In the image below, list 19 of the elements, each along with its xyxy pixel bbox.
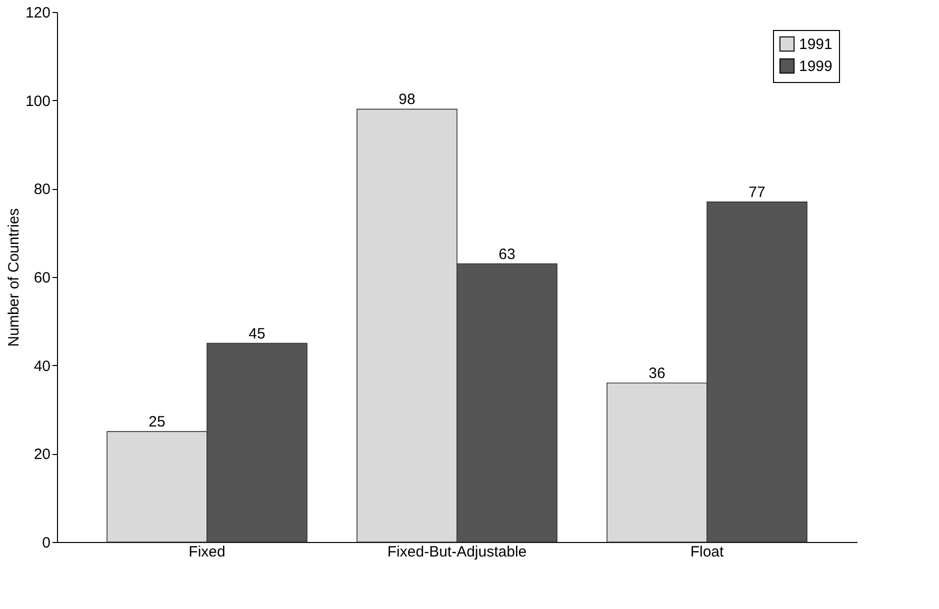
data-label: 77 xyxy=(748,184,766,201)
x-tick-label: Float xyxy=(690,544,724,560)
y-tick-label: 40 xyxy=(34,358,50,375)
data-label: 25 xyxy=(148,414,166,431)
data-label: 36 xyxy=(648,365,666,382)
x-tick-label: Fixed-But-Adjustable xyxy=(387,544,527,560)
y-tick-label: 100 xyxy=(25,92,50,110)
y-tick-label: 0 xyxy=(42,534,50,552)
data-label: 45 xyxy=(248,325,266,342)
y-tick-label: 120 xyxy=(25,4,50,22)
y-tick-label: 60 xyxy=(34,270,50,286)
legend-label: 1991 xyxy=(799,36,832,53)
y-axis-title: Number of Countries xyxy=(5,208,22,347)
y-tick-label: 80 xyxy=(34,181,50,198)
legend-label: 1999 xyxy=(799,58,832,75)
data-label: 98 xyxy=(398,91,416,108)
data-label: 63 xyxy=(498,246,516,263)
y-tick-label: 20 xyxy=(34,446,50,464)
x-tick-label: Fixed xyxy=(188,544,226,560)
